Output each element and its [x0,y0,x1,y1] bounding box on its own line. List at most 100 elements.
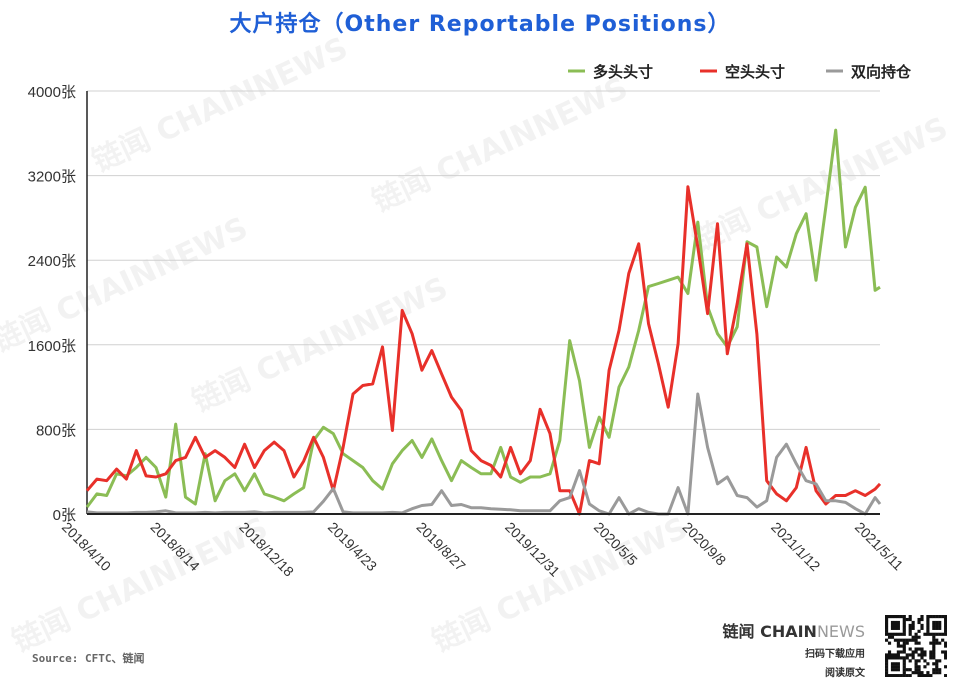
qr-module [890,653,895,657]
qr-module [893,615,898,619]
qr-module [914,671,918,675]
qr-module [896,641,900,645]
qr-module [896,650,900,654]
x-tick-label: 2021/5/11 [852,519,907,574]
qr-module [899,615,903,619]
qr-module [896,656,900,660]
x-tick-label: 2018/4/10 [59,519,115,575]
qr-module [938,615,942,619]
qr-module [890,623,895,628]
qr-module [908,626,912,630]
qr-module [938,620,942,625]
qr-module [902,662,906,666]
qr-module [914,635,918,639]
qr-module [920,615,924,619]
qr-module [908,638,912,642]
qr-module [917,617,921,622]
qr-module [917,647,921,651]
qr-module [944,650,947,654]
qr-module [885,615,889,619]
qr-module [941,632,945,636]
qr-module [893,632,898,636]
qr-module [911,626,915,630]
qr-module [887,656,892,660]
qr-module [932,635,936,639]
qr-module [917,659,921,663]
series-line [85,185,882,516]
qr-module [899,650,903,654]
qr-module [935,668,939,672]
qr-module [935,671,939,675]
qr-module [902,659,906,663]
qr-module [896,674,900,677]
qr-module [885,638,889,642]
qr-module [885,656,889,660]
qr-module [908,653,912,657]
qr-module [890,668,895,672]
qr-module [932,638,936,642]
qr-module [923,632,927,636]
qr-module [932,620,936,625]
qr-module [914,638,918,642]
qr-module [932,632,936,636]
qr-module [935,615,939,619]
qr-module [938,641,942,645]
qr-module [890,626,895,630]
qr-module [935,620,939,625]
qr-module [902,629,906,633]
qr-module [902,674,906,677]
qr-module [893,662,898,666]
qr-module [896,620,900,625]
qr-module [902,615,906,619]
qr-module [920,674,924,677]
qr-module [911,620,915,625]
qr-module [902,632,906,636]
legend-label: 双向持仓 [851,63,912,81]
x-tick-label: 2020/5/5 [591,519,641,569]
qr-module [944,629,947,633]
qr-module [908,629,912,633]
qr-module [911,623,915,628]
qr-module [926,623,930,628]
qr-module [914,668,918,672]
qr-module [899,644,903,648]
qr-module [929,656,933,660]
qr-module [902,638,906,642]
qr-module [920,647,924,651]
qr-module [902,626,906,630]
qr-module [905,668,909,672]
brand-block: 链闻 CHAINNEWS 扫码下载应用 阅读原文 [723,618,866,679]
qr-module [902,650,906,654]
chart-title: 大户持仓（Other Reportable Positions） [229,12,731,37]
qr-module [938,668,942,672]
qr-module [893,665,898,669]
legend-label: 多头头寸 [593,63,653,81]
qr-module [914,662,918,666]
qr-module [905,638,909,642]
qr-module [905,641,909,645]
qr-module [929,641,933,645]
qr-code[interactable] [885,615,947,677]
qr-module [944,632,947,636]
qr-module [893,623,898,628]
y-tick-label: 800张 [36,422,76,439]
qr-module [920,671,924,675]
qr-module [885,623,889,628]
qr-module [893,626,898,630]
qr-module [893,620,898,625]
qr-module [932,671,936,675]
qr-module [917,674,921,677]
qr-module [938,623,942,628]
qr-module [887,674,892,677]
qr-module [908,674,912,677]
qr-module [938,626,942,630]
qr-module [917,635,921,639]
qr-module [890,656,895,660]
qr-module [932,653,936,657]
x-tick-label: 2018/12/18 [236,519,297,580]
qr-module [929,615,933,619]
legend-label: 空头头寸 [725,63,785,81]
qr-module [885,674,889,677]
qr-module [944,665,947,669]
qr-module [941,650,945,654]
